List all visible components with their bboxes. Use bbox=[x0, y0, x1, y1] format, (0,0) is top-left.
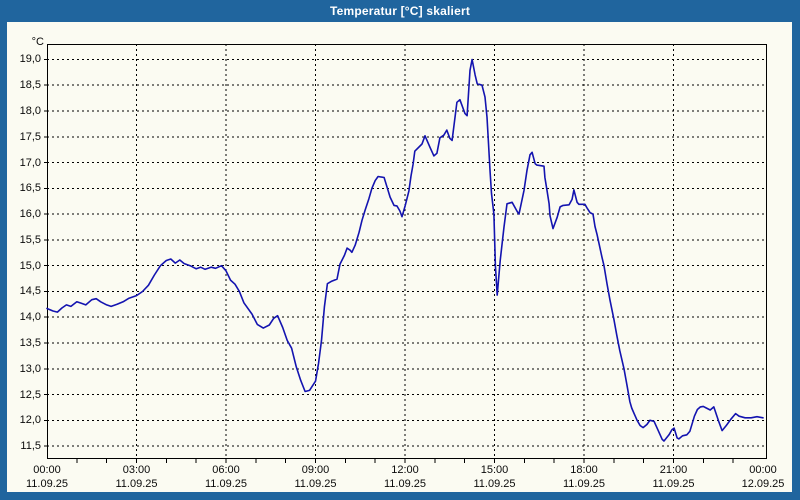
x-tick-date-label: 11.09.25 bbox=[204, 478, 247, 490]
y-tick-label: 13,5 bbox=[19, 337, 41, 349]
x-tick-time-label: 06:00 bbox=[212, 464, 240, 476]
y-tick-label: 16,5 bbox=[19, 182, 41, 195]
y-tick-label: 17,0 bbox=[19, 156, 41, 169]
x-tick-date-label: 11.09.25 bbox=[383, 478, 426, 490]
x-tick-date-label: 11.09.25 bbox=[473, 478, 516, 490]
y-tick-label: 16,0 bbox=[19, 208, 41, 221]
x-tick-label: 15:00 11.09.25 bbox=[464, 464, 526, 491]
x-tick-time-label: 09:00 bbox=[301, 464, 330, 476]
y-tick-label: 17,5 bbox=[19, 130, 41, 143]
y-tick-label: 11,5 bbox=[20, 440, 41, 453]
window-title: Temperatur [°C] skaliert bbox=[329, 4, 471, 18]
x-tick-time-label: 03:00 bbox=[122, 464, 151, 476]
x-tick-label: 06:00 11.09.25 bbox=[195, 464, 257, 491]
y-tick-label: 18,5 bbox=[19, 79, 41, 92]
temperature-line-chart[interactable] bbox=[44, 44, 767, 463]
x-tick-date-label: 11.09.25 bbox=[562, 478, 605, 490]
x-tick-label: 00:00 11.09.25 bbox=[16, 464, 78, 491]
x-tick-time-label: 21:00 bbox=[659, 464, 688, 476]
temperature-series-line bbox=[46, 58, 764, 442]
y-tick-label: 14,5 bbox=[19, 285, 41, 298]
x-tick-date-label: 11.09.25 bbox=[115, 478, 158, 490]
y-tick-label: 12,0 bbox=[19, 414, 41, 427]
y-tick-label: 14,0 bbox=[19, 311, 41, 324]
chart-panel: °C 19,0 18,5 18,0 17,5 17,0 16,5 16,0 15,5 15,0 1… bbox=[0, 22, 800, 500]
x-tick-label: 18:00 11.09.25 bbox=[553, 464, 615, 491]
x-tick-time-label: 00:00 bbox=[33, 464, 61, 476]
x-tick-label: 09:00 11.09.25 bbox=[285, 464, 347, 491]
x-tick-label: 03:00 11.09.25 bbox=[106, 464, 168, 491]
y-axis-unit-label: °C bbox=[31, 36, 44, 48]
x-tick-date-label: 12.09.25 bbox=[741, 478, 785, 490]
x-tick-label: 21:00 11.09.25 bbox=[643, 464, 705, 491]
x-tick-date-label: 11.09.25 bbox=[25, 478, 68, 490]
x-tick-time-label: 15:00 bbox=[480, 464, 509, 476]
x-tick-time-label: 00:00 bbox=[749, 464, 777, 476]
x-tick-time-label: 12:00 bbox=[391, 464, 419, 476]
y-tick-label: 19,0 bbox=[19, 53, 41, 66]
x-tick-time-label: 18:00 bbox=[570, 464, 598, 476]
y-tick-label: 13,0 bbox=[19, 362, 41, 375]
x-tick-date-label: 11.09.25 bbox=[294, 478, 337, 490]
y-tick-label: 18,0 bbox=[19, 105, 41, 118]
title-bar[interactable]: Temperatur [°C] skaliert bbox=[0, 0, 800, 22]
y-tick-label: 12,5 bbox=[19, 388, 41, 401]
y-tick-label: 15,0 bbox=[19, 259, 41, 272]
x-tick-date-label: 11.09.25 bbox=[652, 478, 695, 490]
y-tick-label: 15,5 bbox=[19, 233, 41, 246]
x-tick-label: 12:00 11.09.25 bbox=[374, 464, 436, 491]
x-tick-label: 00:00 12.09.25 bbox=[732, 464, 794, 491]
